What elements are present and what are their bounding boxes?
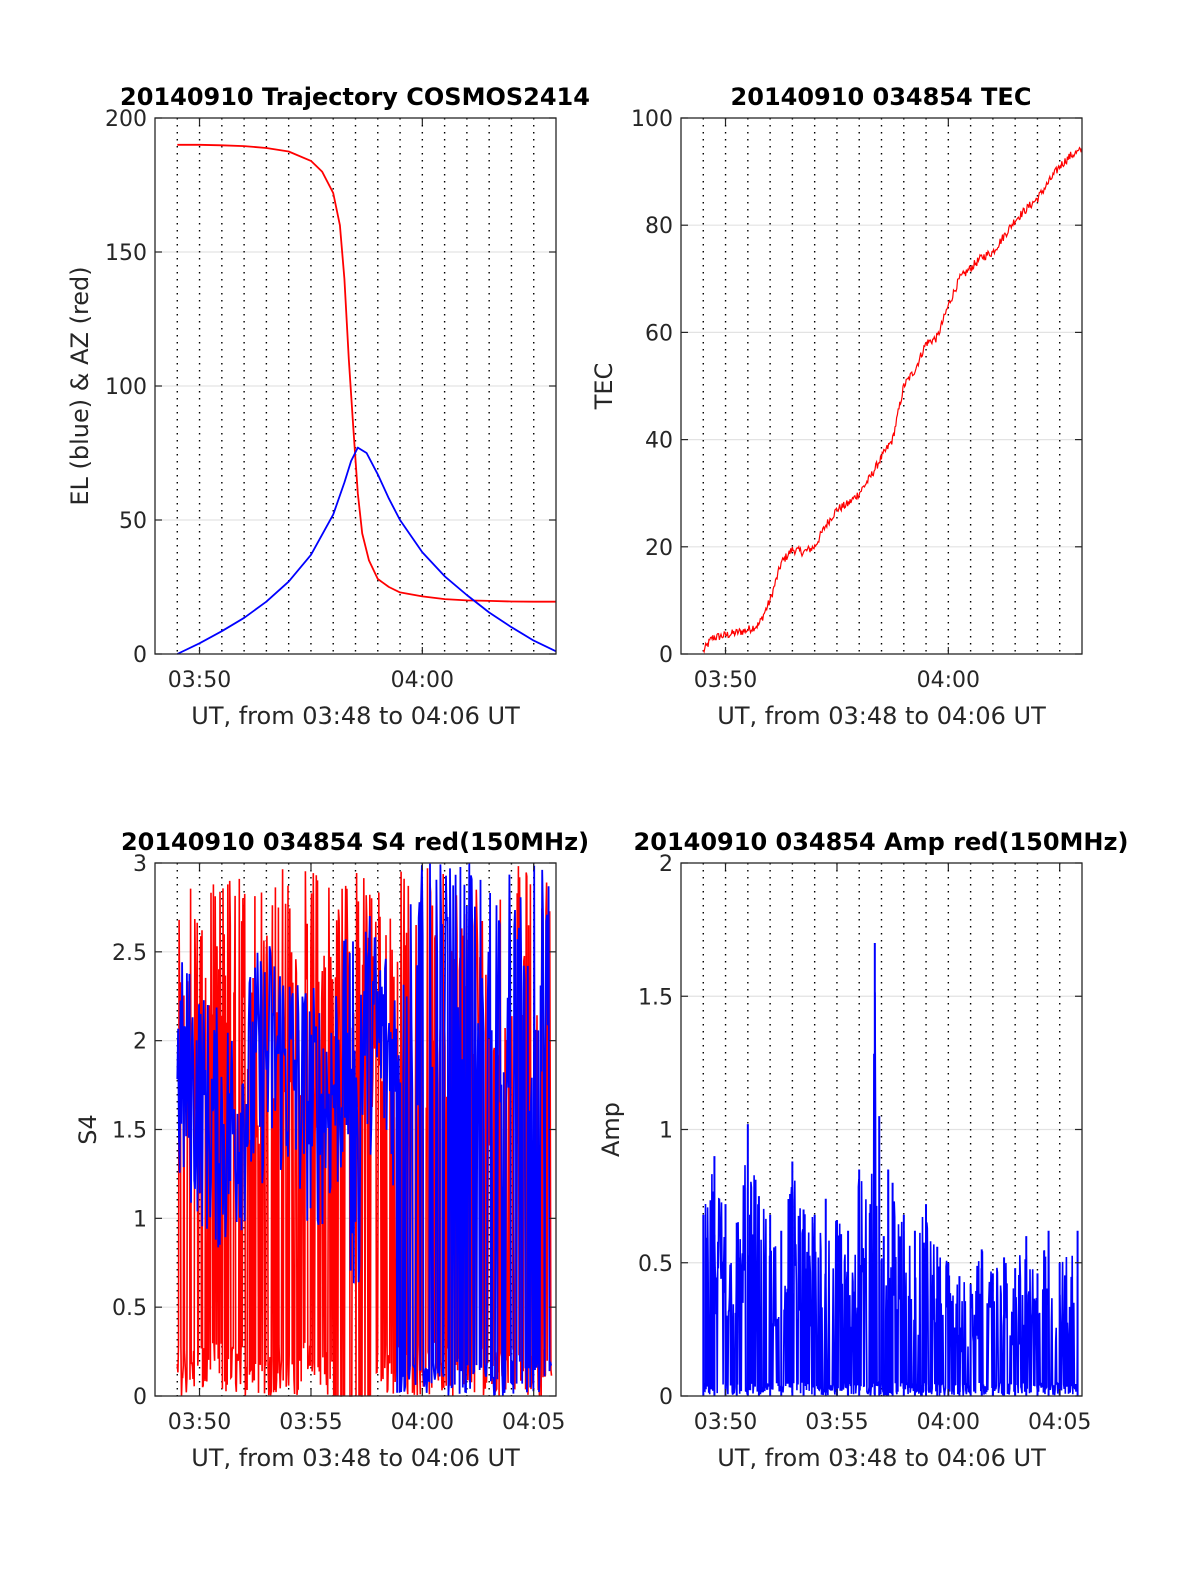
x-tick-label: 04:00 xyxy=(391,1410,454,1435)
y-axis-label: S4 xyxy=(74,1114,102,1145)
y-tick-label: 60 xyxy=(645,321,673,346)
series-layer xyxy=(702,146,1083,654)
y-tick-label: 1 xyxy=(659,1119,673,1144)
x-tick-label: 03:55 xyxy=(805,1410,868,1435)
series-layer xyxy=(702,942,1079,1396)
series-layer xyxy=(176,143,557,655)
panel-s4: 0 0.5 1 1.5 2 2.5 3 03:50 03:55 04:00 04:05 201409… xyxy=(74,828,589,1472)
y-tick-label: 40 xyxy=(645,429,673,454)
y-tick-label: 0 xyxy=(133,1385,147,1410)
s4-blue-series-line xyxy=(176,863,552,1397)
tick-layer: 0 0.5 1 1.5 2 2.5 3 03:50 03:55 04:00 04:05 xyxy=(112,852,565,1435)
y-tick-label: 100 xyxy=(105,375,147,400)
y-axis-label: EL (blue) & AZ (red) xyxy=(66,266,94,505)
y-tick-label: 0 xyxy=(133,643,147,668)
y-tick-label: 0.5 xyxy=(112,1296,147,1321)
x-tick-label: 03:50 xyxy=(694,1410,757,1435)
y-tick-label: 3 xyxy=(133,852,147,877)
y-tick-label: 150 xyxy=(105,241,147,266)
y-tick-label: 200 xyxy=(105,107,147,132)
x-tick-label: 04:00 xyxy=(917,1410,980,1435)
x-tick-label: 04:05 xyxy=(502,1410,565,1435)
chart-title: 20140910 034854 S4 red(150MHz) xyxy=(121,828,589,856)
x-axis-label: UT, from 03:48 to 04:06 UT xyxy=(191,702,520,730)
x-tick-label: 03:50 xyxy=(694,668,757,693)
y-tick-label: 2 xyxy=(659,852,673,877)
tick-layer: 0 50 100 150 200 03:50 04:00 xyxy=(105,107,556,693)
y-tick-label: 50 xyxy=(119,509,147,534)
az-series-line xyxy=(177,143,556,603)
y-tick-label: 0 xyxy=(659,1385,673,1410)
chart-title: 20140910 034854 Amp red(150MHz) xyxy=(634,828,1129,856)
panel-amp: 0 0.5 1 1.5 2 03:50 03:55 04:00 04:05 20140910 0… xyxy=(597,828,1128,1472)
grid xyxy=(681,118,1082,654)
panel-trajectory: 0 50 100 150 200 03:50 04:00 20140910 Trajecto… xyxy=(66,83,590,730)
x-tick-label: 03:50 xyxy=(168,1410,231,1435)
y-tick-label: 80 xyxy=(645,214,673,239)
y-tick-label: 1 xyxy=(133,1207,147,1232)
chart-title: 20140910 Trajectory COSMOS2414 xyxy=(120,83,590,111)
y-tick-label: 2.5 xyxy=(112,941,147,966)
x-tick-label: 04:05 xyxy=(1028,1410,1091,1435)
y-tick-label: 100 xyxy=(631,107,673,132)
x-tick-label: 03:50 xyxy=(168,668,231,693)
x-axis-label: UT, from 03:48 to 04:06 UT xyxy=(717,702,1046,730)
x-tick-label: 04:00 xyxy=(917,668,980,693)
panel-tec: 0 20 40 60 80 100 03:50 04:00 20140910 034854 T… xyxy=(590,83,1083,730)
y-tick-label: 1.5 xyxy=(112,1119,147,1144)
tick-layer: 0 0.5 1 1.5 2 03:50 03:55 04:00 04:05 xyxy=(638,852,1091,1435)
grid xyxy=(681,863,1082,1396)
y-tick-label: 0 xyxy=(659,643,673,668)
series-layer xyxy=(176,863,553,1397)
el-series-line xyxy=(176,446,557,655)
x-axis-label: UT, from 03:48 to 04:06 UT xyxy=(191,1444,520,1472)
x-tick-label: 04:00 xyxy=(391,668,454,693)
tick-layer: 0 20 40 60 80 100 03:50 04:00 xyxy=(631,107,1082,693)
tec-series-line xyxy=(702,146,1083,654)
y-tick-label: 1.5 xyxy=(638,985,673,1010)
y-tick-label: 2 xyxy=(133,1030,147,1055)
y-tick-label: 20 xyxy=(645,536,673,561)
x-tick-label: 03:55 xyxy=(279,1410,342,1435)
grid xyxy=(155,118,556,654)
y-axis-label: Amp xyxy=(597,1102,625,1157)
y-axis-label: TEC xyxy=(590,363,618,411)
chart-title: 20140910 034854 TEC xyxy=(731,83,1032,111)
x-axis-label: UT, from 03:48 to 04:06 UT xyxy=(717,1444,1046,1472)
axes-frame xyxy=(680,117,1083,655)
y-tick-label: 0.5 xyxy=(638,1252,673,1277)
